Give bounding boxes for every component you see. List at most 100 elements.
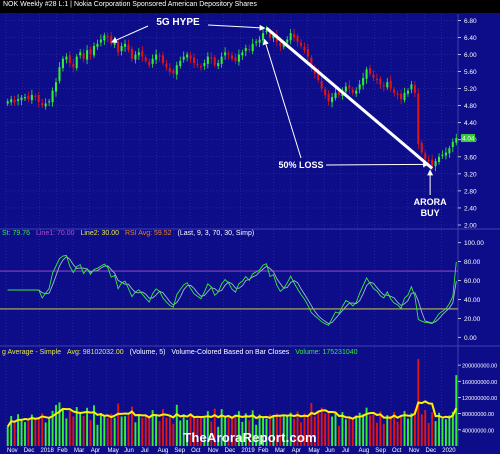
- volume-bar: [282, 416, 285, 446]
- volume-bar: [20, 420, 23, 446]
- volume-bar: [217, 426, 220, 446]
- candle-up: [203, 63, 206, 67]
- volume-bar: [265, 418, 268, 446]
- candle-down: [106, 36, 109, 38]
- candle-down: [34, 95, 37, 97]
- candle-down: [293, 34, 296, 38]
- candle-down: [348, 85, 351, 89]
- x-tick-label: Mar: [275, 448, 285, 454]
- volume-colored-label: Volume-Colored Based on Bar Closes: [171, 349, 290, 356]
- candle-up: [54, 82, 58, 92]
- rsi-avg-line: [7, 256, 457, 325]
- candle-up: [175, 65, 178, 75]
- candle-up: [262, 33, 265, 41]
- candle-down: [299, 42, 303, 46]
- candle-up: [272, 35, 275, 39]
- candle-down: [230, 55, 234, 59]
- volume-bar: [251, 410, 254, 446]
- candle-up: [182, 56, 185, 60]
- candle-up: [17, 99, 20, 101]
- candle-down: [351, 89, 354, 93]
- volume-bar: [382, 423, 385, 446]
- x-tick-label: 2020: [442, 448, 456, 454]
- volume-params: (Volume, 5): [129, 349, 166, 356]
- volume-bar: [182, 414, 185, 446]
- volume-bar: [407, 418, 409, 446]
- grid-lines: [0, 14, 500, 446]
- candle-down: [234, 57, 237, 61]
- candle-down: [279, 42, 282, 46]
- volume-avg-label: Avg: 98102032.00: [66, 349, 124, 356]
- y-tick-label: 3.20: [464, 171, 477, 178]
- x-tick-label: May: [107, 448, 118, 454]
- candle-up: [286, 39, 289, 43]
- x-tick-label: Sep: [375, 448, 386, 454]
- y-tick-label: 2.80: [464, 188, 477, 195]
- candle-down: [382, 85, 385, 87]
- candle-down: [82, 53, 85, 59]
- volume-bar: [148, 416, 151, 446]
- x-tick-label: Sep: [174, 448, 185, 454]
- volume-bar: [193, 418, 195, 446]
- volume-bar: [334, 412, 337, 446]
- volume-bar: [224, 417, 227, 446]
- x-tick-label: Feb: [258, 448, 269, 454]
- volume-bar: [351, 419, 354, 446]
- y-tick-label: 5.20: [464, 86, 477, 93]
- candle-down: [296, 36, 299, 42]
- candle-down: [193, 57, 196, 64]
- volume-bar: [120, 416, 123, 446]
- volume-bar: [44, 422, 47, 446]
- volume-bar: [210, 421, 213, 446]
- buy-label-line2: BUY: [421, 208, 440, 218]
- candle-up: [244, 48, 247, 52]
- volume-bar: [431, 412, 434, 446]
- candle-down: [375, 78, 378, 81]
- volume-bar: [51, 410, 54, 446]
- volume-value-label: Volume: 175231040: [295, 349, 358, 356]
- volume-bar: [34, 418, 37, 446]
- candle-up: [365, 69, 368, 79]
- volume-bar: [300, 422, 302, 446]
- x-tick-label: Mar: [74, 448, 84, 454]
- volume-bar: [375, 422, 378, 446]
- volume-bar: [331, 416, 334, 446]
- volume-bar: [165, 417, 168, 446]
- volume-bar: [293, 418, 296, 446]
- candle-up: [331, 97, 334, 103]
- x-tick-label: Dec: [225, 448, 236, 454]
- candle-up: [289, 33, 292, 41]
- hype-arrow-right: [207, 24, 266, 31]
- candle-down: [417, 93, 420, 145]
- volume-bar: [310, 402, 313, 446]
- volume-bar: [127, 415, 130, 446]
- volume-bar: [41, 413, 44, 446]
- volume-bar: [369, 415, 371, 446]
- volume-bar: [317, 410, 320, 446]
- candle-up: [355, 90, 358, 94]
- x-tick-label: Apr: [292, 448, 301, 454]
- volume-bar: [313, 416, 316, 446]
- volume-bar: [65, 418, 68, 446]
- x-tick-label: Apr: [91, 448, 100, 454]
- volume-bar: [410, 413, 413, 446]
- volume-bar: [227, 417, 230, 446]
- candle-down: [227, 53, 230, 55]
- volume-bar: [362, 414, 365, 446]
- volume-bar: [103, 416, 106, 446]
- volume-bar: [206, 411, 209, 446]
- volume-bar: [327, 411, 330, 446]
- volume-bar: [106, 417, 109, 446]
- candle-down: [158, 55, 161, 57]
- candle-up: [237, 54, 240, 62]
- volume-bar: [162, 409, 164, 446]
- volume-bar: [27, 418, 30, 446]
- volume-bar: [17, 414, 20, 446]
- volume-bar: [117, 403, 120, 446]
- volume-tick-label: 200000000.00: [462, 364, 497, 370]
- candle-up: [282, 43, 285, 47]
- y-tick-label: 6.40: [464, 35, 477, 42]
- candle-up: [113, 41, 116, 45]
- candle-up: [179, 60, 182, 67]
- volume-bar: [82, 415, 85, 446]
